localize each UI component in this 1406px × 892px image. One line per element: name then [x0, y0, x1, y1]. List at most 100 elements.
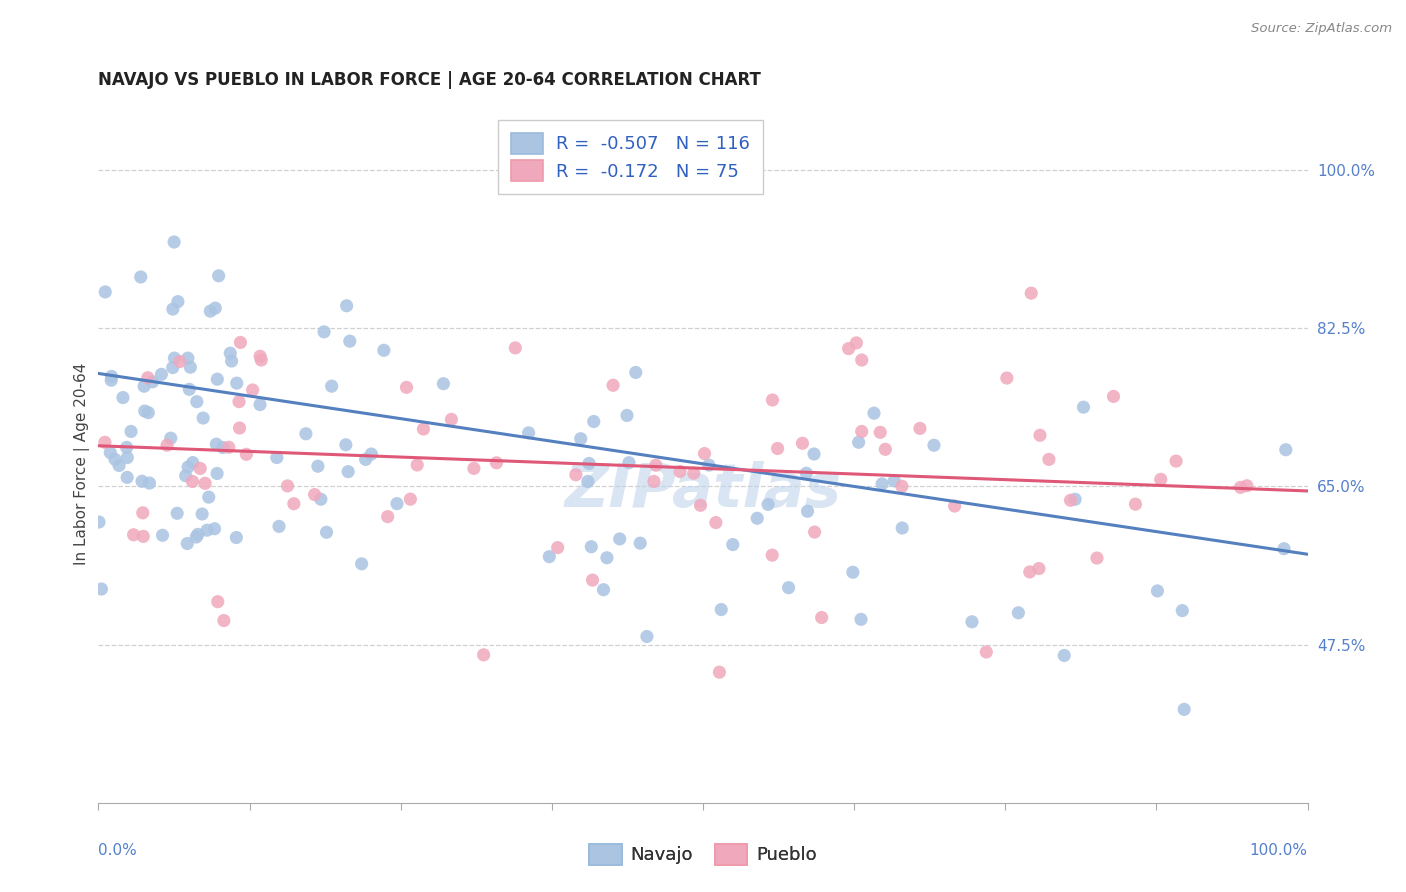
Point	[207, 372, 229, 386]
Point	[1150, 472, 1173, 486]
Point	[204, 301, 226, 315]
Point	[225, 376, 247, 391]
Point	[1073, 400, 1095, 414]
Point	[385, 497, 408, 511]
Point	[350, 557, 373, 571]
Point	[100, 373, 122, 387]
Point	[229, 335, 252, 350]
Point	[616, 409, 638, 423]
Point	[132, 379, 155, 393]
Point	[796, 467, 818, 481]
Point	[569, 432, 592, 446]
Point	[440, 412, 463, 426]
Point	[218, 440, 240, 454]
Point	[766, 442, 789, 456]
Point	[117, 450, 139, 465]
Point	[1018, 565, 1040, 579]
Point	[204, 522, 226, 536]
Point	[1028, 561, 1050, 575]
Point	[1038, 452, 1060, 467]
Point	[179, 382, 201, 396]
Point	[225, 531, 247, 545]
Point	[472, 648, 495, 662]
Point	[208, 268, 231, 283]
Point	[1146, 583, 1168, 598]
Point	[156, 438, 179, 452]
Point	[339, 334, 361, 348]
Point	[596, 550, 619, 565]
Point	[609, 532, 631, 546]
Point	[624, 366, 647, 380]
Point	[163, 351, 186, 365]
Y-axis label: In Labor Force | Age 20-64: In Labor Force | Age 20-64	[75, 363, 90, 565]
Point	[704, 516, 727, 530]
Point	[152, 528, 174, 542]
Point	[517, 425, 540, 440]
Point	[538, 549, 561, 564]
Point	[761, 548, 783, 562]
Point	[219, 346, 242, 360]
Point	[891, 521, 914, 535]
Point	[796, 504, 818, 518]
Point	[131, 475, 153, 489]
Point	[870, 476, 893, 491]
Point	[163, 235, 186, 249]
Point	[803, 525, 825, 540]
Point	[138, 476, 160, 491]
Point	[159, 431, 181, 445]
Point	[943, 499, 966, 513]
Point	[838, 342, 860, 356]
Point	[693, 446, 716, 460]
Point	[283, 497, 305, 511]
Point	[166, 506, 188, 520]
Point	[1029, 428, 1052, 442]
Point	[890, 479, 912, 493]
Point	[485, 456, 508, 470]
Point	[863, 406, 886, 420]
Point	[960, 615, 983, 629]
Point	[181, 475, 204, 489]
Point	[406, 458, 429, 472]
Point	[869, 425, 891, 440]
Point	[908, 421, 931, 435]
Point	[582, 415, 605, 429]
Text: Source: ZipAtlas.com: Source: ZipAtlas.com	[1251, 22, 1392, 36]
Point	[875, 442, 897, 457]
Point	[747, 511, 769, 525]
Point	[636, 630, 658, 644]
Point	[177, 351, 200, 365]
Point	[360, 447, 382, 461]
Point	[682, 466, 704, 480]
Point	[845, 335, 868, 350]
Point	[304, 487, 326, 501]
Point	[186, 530, 208, 544]
Point	[142, 375, 165, 389]
Point	[249, 349, 271, 363]
Point	[315, 525, 337, 540]
Point	[314, 325, 336, 339]
Point	[1019, 286, 1042, 301]
Point	[1173, 702, 1195, 716]
Point	[191, 507, 214, 521]
Point	[94, 285, 117, 299]
Point	[592, 582, 614, 597]
Point	[432, 376, 454, 391]
Point	[174, 468, 197, 483]
Point	[377, 509, 399, 524]
Point	[1064, 492, 1087, 507]
Point	[167, 294, 190, 309]
Point	[104, 452, 127, 467]
Point	[849, 612, 872, 626]
Point	[87, 515, 110, 529]
Point	[644, 458, 666, 473]
Point	[628, 536, 651, 550]
Point	[228, 394, 250, 409]
Point	[136, 370, 159, 384]
Point	[321, 379, 343, 393]
Point	[98, 445, 121, 459]
Point	[792, 436, 814, 450]
Point	[399, 492, 422, 507]
Point	[162, 360, 184, 375]
Point	[205, 437, 228, 451]
Point	[851, 425, 873, 439]
